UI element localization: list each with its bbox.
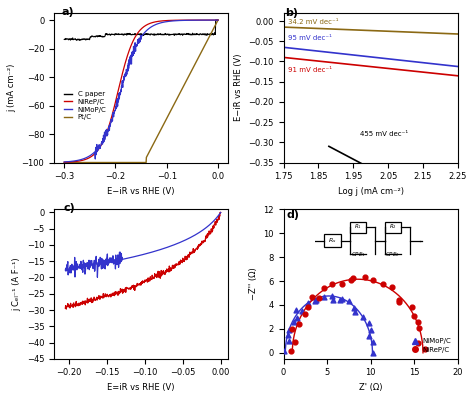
Point [365, 333, 373, 339]
Y-axis label: j Cₑₗ⁻¹ (A F⁻¹): j Cₑₗ⁻¹ (A F⁻¹) [12, 257, 21, 311]
Point [336, 297, 343, 303]
Y-axis label: −Z'' (Ω): −Z'' (Ω) [249, 268, 258, 300]
Point [415, 340, 422, 346]
Point [395, 297, 403, 303]
Point [285, 326, 292, 333]
Point [395, 298, 402, 305]
Point [285, 338, 293, 344]
Point [329, 297, 337, 303]
Point [289, 326, 296, 332]
Text: 95 mV dec⁻¹: 95 mV dec⁻¹ [288, 36, 332, 41]
Point [360, 314, 367, 320]
Point [295, 320, 303, 327]
Legend: NiMoP/C, NiReP/C: NiMoP/C, NiReP/C [409, 336, 455, 355]
Point [320, 294, 328, 300]
Point [291, 339, 299, 346]
X-axis label: Z' (Ω): Z' (Ω) [359, 383, 383, 392]
Text: 455 mV dec⁻¹: 455 mV dec⁻¹ [360, 131, 409, 137]
Point [369, 277, 377, 283]
Point [291, 319, 298, 325]
Point [388, 284, 395, 290]
Point [293, 315, 301, 322]
Point [287, 348, 295, 354]
Point [370, 350, 377, 356]
Text: a): a) [62, 7, 74, 17]
Point [345, 297, 353, 304]
Point [292, 307, 300, 314]
Point [338, 280, 346, 287]
Y-axis label: E−iR vs RHE (V): E−iR vs RHE (V) [234, 54, 243, 121]
Point [312, 297, 320, 303]
Point [415, 325, 422, 332]
Point [379, 280, 386, 287]
X-axis label: E−iR vs RHE (V): E−iR vs RHE (V) [108, 187, 175, 196]
Y-axis label: j (mA cm⁻²): j (mA cm⁻²) [7, 63, 16, 112]
Point [408, 304, 416, 310]
Text: b): b) [284, 8, 298, 18]
Point [316, 295, 323, 302]
Point [414, 319, 422, 326]
Text: 91 mV dec⁻¹: 91 mV dec⁻¹ [288, 67, 332, 73]
Text: 34.2 mV dec⁻¹: 34.2 mV dec⁻¹ [288, 19, 338, 25]
Point [361, 274, 369, 280]
Point [367, 327, 375, 333]
Point [421, 346, 428, 352]
Point [347, 277, 355, 283]
Point [320, 285, 328, 291]
Point [338, 296, 346, 302]
Legend: C paper, NiReP/C, NiMoP/C, Pt/C: C paper, NiReP/C, NiMoP/C, Pt/C [61, 88, 109, 123]
Point [369, 339, 377, 345]
Point [301, 311, 309, 318]
Point [410, 313, 418, 319]
Point [305, 300, 312, 306]
Point [281, 348, 288, 355]
Point [284, 332, 292, 338]
Text: d): d) [286, 209, 299, 219]
Point [352, 309, 359, 315]
X-axis label: Log j (mA cm⁻²): Log j (mA cm⁻²) [338, 187, 404, 196]
Point [309, 294, 316, 300]
Point [365, 319, 373, 326]
Point [328, 292, 336, 299]
Point [349, 275, 357, 281]
X-axis label: E=iR vs RHE (V): E=iR vs RHE (V) [108, 383, 175, 392]
Text: c): c) [63, 203, 75, 213]
Point [298, 307, 306, 314]
Point [328, 281, 336, 287]
Point [305, 304, 312, 310]
Point [311, 298, 319, 304]
Point [351, 305, 358, 311]
